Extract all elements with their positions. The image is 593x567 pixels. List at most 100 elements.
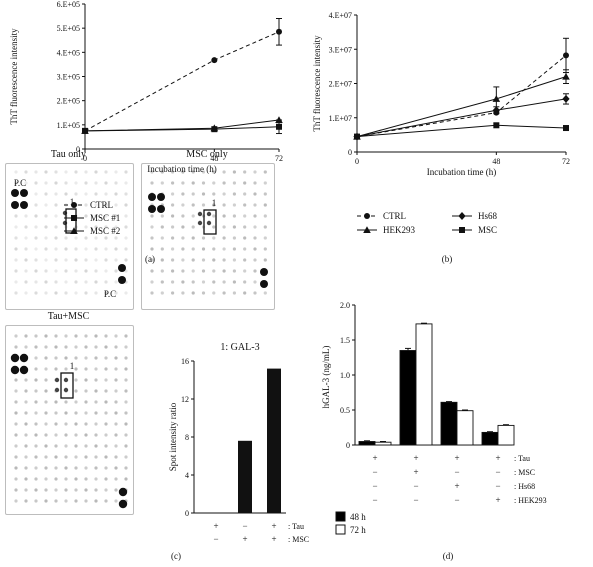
blot-spot (84, 334, 88, 338)
blot-spot (94, 433, 98, 437)
blot-spot (34, 291, 38, 295)
blot-spot (84, 356, 88, 360)
blot-spot (34, 367, 38, 371)
blot-spot (171, 247, 175, 251)
blot-spot (104, 378, 108, 382)
blot-spot (84, 170, 88, 174)
pc-spot (118, 276, 126, 284)
blot-spot (232, 280, 236, 284)
blot-spot (243, 269, 247, 273)
blot-spot (74, 367, 78, 371)
data-point (81, 127, 89, 134)
blot-spot (171, 291, 175, 295)
blot-spot (94, 444, 98, 448)
blot-spot (74, 455, 78, 459)
condition-mark: − (242, 521, 247, 531)
blot-spot (24, 400, 28, 404)
blot-spot (54, 367, 58, 371)
blot-spot (212, 258, 216, 262)
blot-spot (14, 488, 18, 492)
blot-spot (34, 203, 38, 207)
blot-spot (94, 280, 98, 284)
blot-spot (114, 214, 118, 218)
blot-spot (94, 499, 98, 503)
blot-spot (64, 181, 68, 185)
blot-spot (114, 433, 118, 437)
blot-spot (54, 269, 58, 273)
blot-spot (34, 280, 38, 284)
legend-marker (71, 202, 77, 208)
blot-spot (104, 477, 108, 481)
blot-spot-mid (54, 377, 60, 383)
blot-spot (14, 477, 18, 481)
blot-spot (171, 258, 175, 262)
y-tick-label: 6.E+05 (57, 0, 80, 9)
blot-spot (24, 291, 28, 295)
blot-spot (104, 444, 108, 448)
legend-swatch (335, 524, 346, 535)
blot-spot (124, 411, 128, 415)
blot-spot (14, 269, 18, 273)
caption-a: (a) (145, 254, 155, 264)
blot-spot (54, 280, 58, 284)
blot-spot (181, 291, 185, 295)
blot-spot (171, 280, 175, 284)
blot-spot (114, 411, 118, 415)
pc-spot (148, 193, 156, 201)
legend-msc1: MSC #1 (90, 213, 120, 223)
blot-spot (64, 466, 68, 470)
blot-spot (64, 247, 68, 251)
blot-spot (263, 214, 267, 218)
y-tick-label: 2.E+07 (329, 80, 352, 89)
blot-spot (54, 291, 58, 295)
blot-spot (74, 334, 78, 338)
blot-spot (114, 477, 118, 481)
blot-spot (24, 477, 28, 481)
blot-spot (64, 488, 68, 492)
blot-spot (84, 181, 88, 185)
bar (238, 440, 252, 513)
blot-spot (14, 378, 18, 382)
blot-spot (64, 367, 68, 371)
pc-spot (260, 280, 268, 288)
blot-spot (64, 422, 68, 426)
blot-spot (191, 170, 195, 174)
blot-spot (171, 225, 175, 229)
blot-spot (222, 214, 226, 218)
blot-spot (34, 455, 38, 459)
blot-spot (104, 499, 108, 503)
blot-spot (160, 247, 164, 251)
blot-spot (263, 247, 267, 251)
blot-spot (34, 269, 38, 273)
blot-spot (44, 455, 48, 459)
blot-spot (64, 280, 68, 284)
blot-spot (212, 291, 216, 295)
data-point (493, 122, 500, 129)
blot-spot (34, 444, 38, 448)
blot-spot (94, 400, 98, 404)
blot-spot (243, 247, 247, 251)
blot-spot (64, 269, 68, 273)
blot-spot (84, 378, 88, 382)
blot-spot (212, 236, 216, 240)
blot-spot (74, 488, 78, 492)
condition-mark: − (372, 495, 377, 505)
y-tick-label: 12 (181, 395, 189, 404)
blot-spot (191, 225, 195, 229)
bar (358, 441, 376, 446)
blot-spot (24, 269, 28, 273)
blot-spot-mid (63, 377, 69, 383)
blot-spot (74, 345, 78, 349)
blot-spot (34, 411, 38, 415)
blot-msc-only-spots: 1 (148, 170, 268, 295)
x-tick-label: 48 (210, 154, 218, 163)
blot-spot (114, 236, 118, 240)
blot-spot (14, 433, 18, 437)
pc-spot (260, 268, 268, 276)
blot-spot (64, 499, 68, 503)
blot-spot (14, 214, 18, 218)
blot-spot (94, 247, 98, 251)
chart-b: 0 1.E+07 2.E+07 3.E+07 4.E+07 0 48 72 Incubation… (312, 11, 570, 235)
blot-label: 1 (70, 197, 75, 207)
blot-spot (64, 444, 68, 448)
